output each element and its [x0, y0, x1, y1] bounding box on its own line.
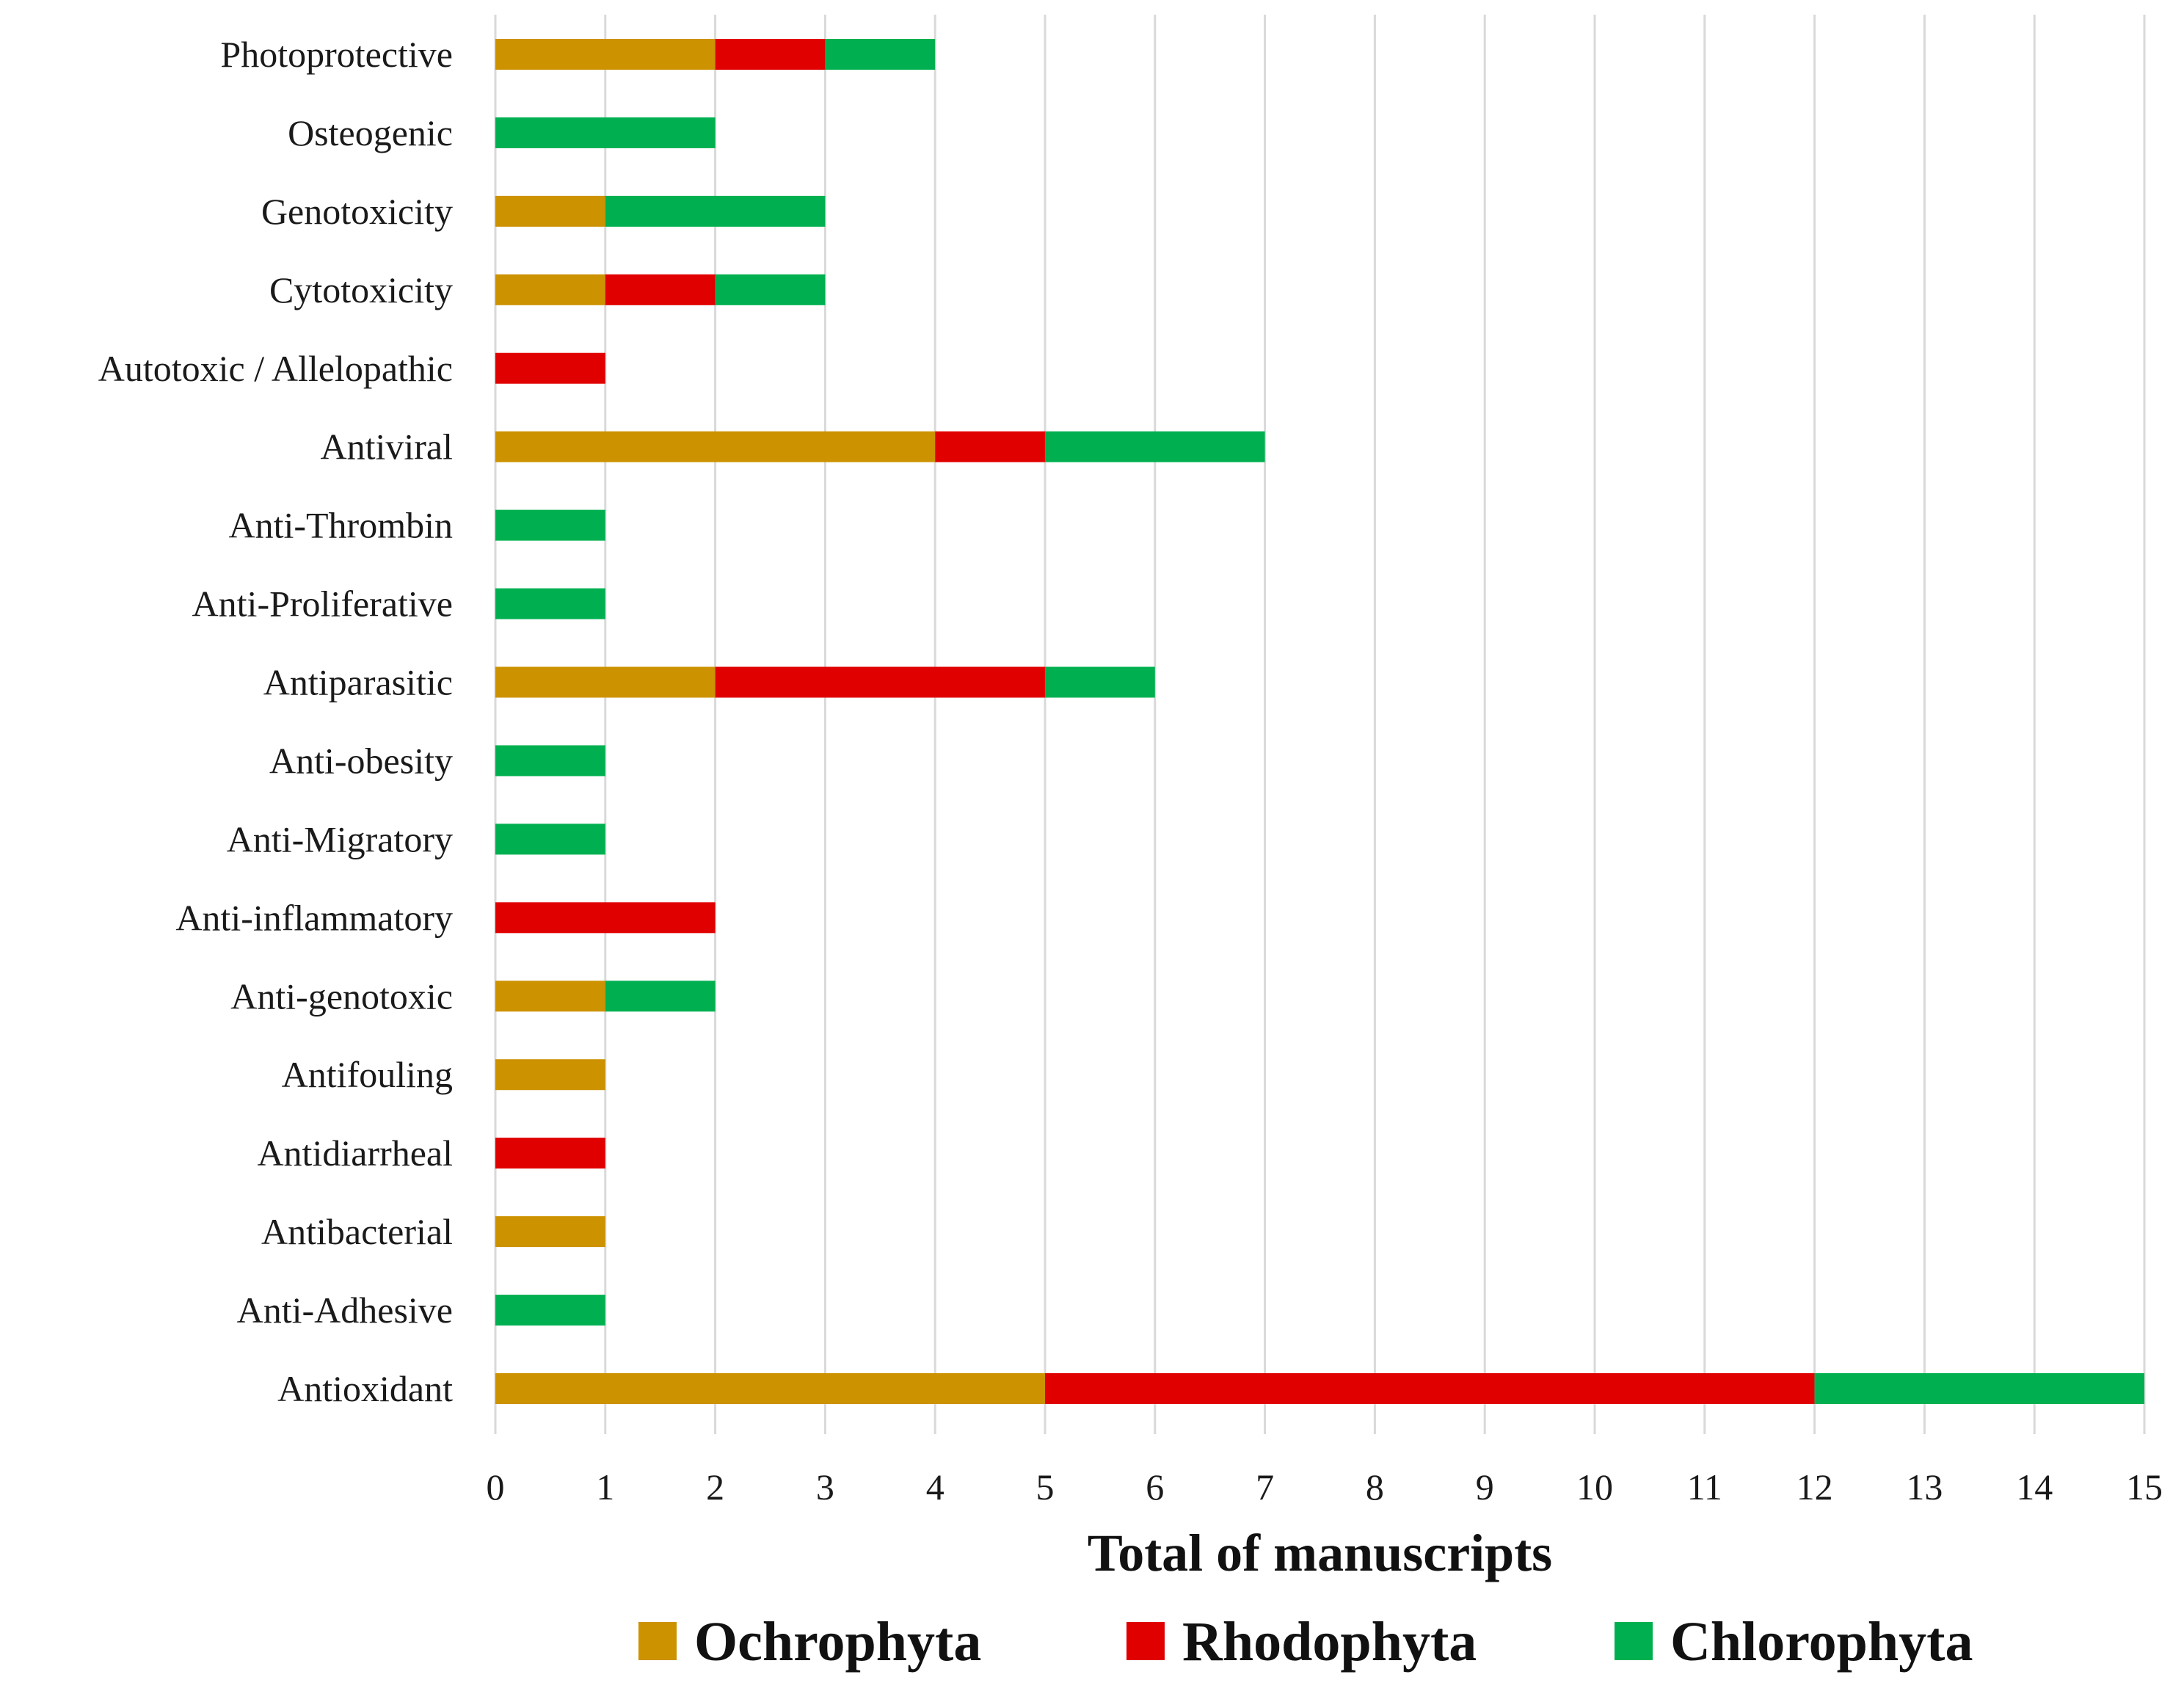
bar-ochrophyta-photoprotective: [495, 39, 716, 70]
bar-chlorophyta-anti-migratory: [495, 823, 605, 855]
bar-chlorophyta-antiparasitic: [1045, 666, 1155, 698]
bar-ochrophyta-genotoxicity: [495, 195, 605, 227]
legend-swatch-rhodophyta: [1126, 1622, 1165, 1660]
x-tick-label: 6: [1146, 1466, 1164, 1508]
bar-ochrophyta-antiparasitic: [495, 666, 716, 698]
x-tick-label: 2: [706, 1466, 724, 1508]
bar-rhodophyta-antiparasitic: [715, 666, 1045, 698]
bar-chlorophyta-anti-obesity: [495, 745, 605, 777]
category-label: Photoprotective: [220, 34, 453, 75]
x-tick-label: 14: [2016, 1466, 2053, 1508]
bar-ochrophyta-antioxidant: [495, 1372, 1045, 1404]
category-label: Antiviral: [320, 426, 453, 468]
category-labels: Photoprotective Osteogenic Genotoxicity Cyt…: [98, 34, 453, 1409]
bar-chlorophyta-anti-genotoxic: [605, 981, 716, 1012]
x-tick-label: 5: [1036, 1466, 1055, 1508]
category-label: Anti-Proliferative: [192, 583, 453, 625]
category-label: Anti-Migratory: [227, 818, 453, 859]
category-label: Antiparasitic: [263, 662, 453, 703]
bar-rhodophyta-autotoxic-allelopathic: [495, 352, 605, 384]
bar-chlorophyta-anti-thrombin: [495, 509, 605, 541]
x-tick-label: 11: [1687, 1466, 1722, 1508]
x-tick-label: 8: [1366, 1466, 1384, 1508]
bar-chlorophyta-antioxidant: [1814, 1372, 2144, 1404]
legend-swatch-ochrophyta: [638, 1622, 677, 1660]
bar-chlorophyta-osteogenic: [495, 117, 716, 148]
category-label: Antidiarrheal: [257, 1132, 453, 1174]
bar-chlorophyta-cytotoxicity: [715, 274, 826, 305]
bar-chlorophyta-anti-proliferative: [495, 588, 605, 619]
grid-lines: [494, 15, 2146, 1434]
x-tick-label: 9: [1476, 1466, 1494, 1508]
x-axis-title: Total of manuscripts: [1088, 1524, 1552, 1582]
x-tick-label: 15: [2126, 1466, 2163, 1508]
x-tick-label: 13: [1906, 1466, 1943, 1508]
legend-swatch-chlorophyta: [1615, 1622, 1653, 1660]
x-tick-label: 1: [596, 1466, 614, 1508]
category-label: Antibacterial: [261, 1211, 453, 1252]
legend-label-chlorophyta: Chlorophyta: [1670, 1611, 1973, 1673]
bar-ochrophyta-antifouling: [495, 1059, 605, 1091]
x-tick-label: 3: [816, 1466, 834, 1508]
x-tick-label: 10: [1576, 1466, 1613, 1508]
category-label: Genotoxicity: [261, 191, 453, 232]
x-tick-label: 7: [1256, 1466, 1274, 1508]
bar-chlorophyta-anti-adhesive: [495, 1295, 605, 1326]
bar-rhodophyta-antidiarrheal: [495, 1138, 605, 1169]
legend: Ochrophyta Rhodophyta Chlorophyta: [638, 1611, 1973, 1673]
category-label: Antioxidant: [277, 1368, 453, 1409]
legend-label-ochrophyta: Ochrophyta: [694, 1611, 981, 1673]
bar-ochrophyta-antibacterial: [495, 1216, 605, 1248]
category-label: Cytotoxicity: [269, 269, 453, 310]
bar-rhodophyta-cytotoxicity: [605, 274, 716, 305]
category-label: Anti-inflammatory: [175, 897, 453, 938]
bar-ochrophyta-antiviral: [495, 431, 936, 462]
x-tick-label: 12: [1797, 1466, 1833, 1508]
bar-ochrophyta-anti-genotoxic: [495, 981, 605, 1012]
bar-chlorophyta-genotoxicity: [605, 195, 826, 227]
bar-rhodophyta-antiviral: [935, 431, 1045, 462]
bar-chlorophyta-antiviral: [1045, 431, 1265, 462]
category-label: Anti-Adhesive: [237, 1290, 453, 1331]
category-label: Osteogenic: [288, 112, 453, 153]
bar-chlorophyta-photoprotective: [825, 39, 936, 70]
legend-label-rhodophyta: Rhodophyta: [1182, 1611, 1477, 1673]
x-tick-label: 0: [487, 1466, 505, 1508]
category-label: Anti-genotoxic: [230, 975, 453, 1017]
x-tick-labels: 0 1 2 3 4 5 6 7 8 9 10 11 12 13 14 15: [487, 1466, 2163, 1508]
x-tick-label: 4: [926, 1466, 944, 1508]
bar-rhodophyta-antioxidant: [1045, 1372, 1815, 1404]
bar-ochrophyta-cytotoxicity: [495, 274, 605, 305]
category-label: Anti-obesity: [269, 740, 453, 781]
bars: [495, 39, 2144, 1404]
category-label: Antifouling: [282, 1054, 453, 1095]
bar-rhodophyta-anti-inflammatory: [495, 902, 716, 934]
bar-rhodophyta-photoprotective: [715, 39, 826, 70]
category-label: Anti-Thrombin: [228, 505, 453, 546]
category-label: Autotoxic / Allelopathic: [98, 348, 453, 389]
